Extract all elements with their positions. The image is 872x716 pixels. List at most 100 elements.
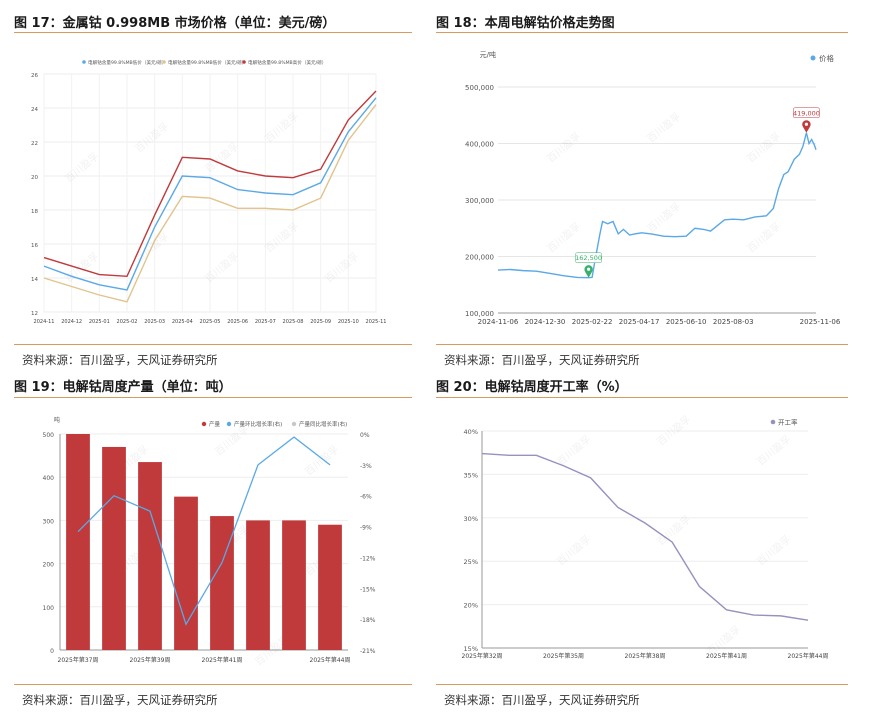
bar [318,524,342,650]
y-tick-label: 40% [464,428,478,436]
bar [174,496,198,650]
x-tick-label: 2025年第37周 [58,656,99,664]
mom-growth-line [77,436,331,626]
y-tick-label: 500 [43,432,55,439]
y-tick-label: 15% [464,645,478,653]
watermark-text: 百川盈孚 [745,220,783,255]
legend-label: 产量环比增长率(右) [234,420,282,428]
legend-marker [162,60,166,64]
x-tick-label: 2024-12-30 [525,318,566,326]
y-tick-label: 35% [464,471,478,479]
watermark-text: 百川盈孚 [133,120,171,155]
series-line-0 [43,97,377,291]
legend-marker [201,421,207,427]
fig17-source-rule [14,344,412,345]
fig18-title: 图 18：本周电解钴价格走势图 [436,16,615,31]
y-tick-label: 20 [31,175,38,181]
legend-marker [242,60,246,64]
x-tick-label: 2024-12 [61,319,82,325]
series-line-2 [43,90,377,278]
annotation-box [793,107,820,119]
x-tick-label: 2025-05 [200,319,221,325]
watermark-text: 百川盈孚 [745,130,783,165]
fig19-title-rule [14,397,412,398]
x-tick-label: 2025-11-06 [800,318,841,326]
annotation-pin [584,265,593,278]
watermark-text: 百川盈孚 [545,130,583,165]
x-tick-label: 2025年第35周 [543,652,584,660]
y-tick-label: 100 [43,605,55,612]
watermark-text: 百川盈孚 [755,433,793,468]
y2-tick-label: 0% [360,432,370,439]
y2-tick-label: -12% [360,555,376,562]
fig18-source-rule [436,344,848,345]
x-tick-label: 2025年第41周 [202,656,243,664]
y-tick-label: 300 [43,518,55,525]
annotation-pin [802,120,811,133]
y2-tick-label: -3% [360,463,372,470]
x-tick-label: 2025年第39周 [130,656,171,664]
x-tick-label: 2025年第32周 [462,652,503,660]
bar [102,446,126,650]
utilization-line [481,452,809,621]
annotation-pin-dot [804,122,809,126]
y-tick-label: 24 [31,107,38,113]
annotation-label: 419,000 [793,109,820,117]
x-tick-label: 2025-02 [117,319,138,325]
legend-label: 电解钴含量99.8%MB低价（美元/磅） [88,59,166,66]
x-tick-label: 2025-02-22 [572,318,613,326]
fig19-source: 资料来源：百川盈孚，天风证券研究所 [22,693,218,707]
y-tick-label: 200,000 [465,254,494,262]
y2-tick-label: -21% [360,648,376,655]
y2-tick-label: -15% [360,586,376,593]
series-line-1 [43,104,377,303]
x-tick-label: 2025-11 [366,319,387,325]
y-tick-label: 18 [31,209,38,215]
price-line [497,132,817,279]
watermark-text: 百川盈孚 [545,220,583,255]
watermark-text: 百川盈孚 [645,200,683,235]
chart-20-weekly-utilization: 15% 20% 25% 30% 35% 40% 2025年第32周 2025年第35周 2025… [462,413,829,660]
legend-label: 产量同比增长率(右) [299,420,347,428]
fig20-source-rule [436,684,848,685]
y-tick-label: 25% [464,558,478,566]
x-tick-label: 2025-10 [338,319,359,325]
bar [138,462,162,650]
y-tick-label: 26 [31,73,38,79]
y-tick-label: 14 [31,277,38,283]
watermark-text: 百川盈孚 [213,423,251,458]
x-tick-label: 2025年第41周 [706,652,747,660]
x-tick-label: 2025-09 [310,319,331,325]
watermark-text: 百川盈孚 [655,513,693,548]
x-tick-label: 2025-03 [144,319,165,325]
y-tick-label: 30% [464,515,478,523]
fig18-source: 资料来源：百川盈孚，天风证券研究所 [444,353,640,367]
fig19-source-rule [14,684,412,685]
x-tick-label: 2025-07 [255,319,276,325]
watermark-text: 百川盈孚 [263,110,301,145]
legend-label: 开工率 [778,418,798,427]
legend-marker [226,421,232,427]
y-unit-label: 吨 [54,416,60,424]
watermark-text: 百川盈孚 [323,250,361,285]
x-tick-label: 2025-01 [89,319,110,325]
annotation-pin-dot [587,267,591,271]
watermark-text: 百川盈孚 [555,433,593,468]
x-tick-label: 2024-11-06 [478,318,519,326]
x-tick-label: 2025年第38周 [625,652,666,660]
fig17-title: 图 17：金属钴 0.998MB 市场价格（单位：美元/磅） [14,16,336,31]
y-tick-label: 20% [464,602,478,610]
x-tick-label: 2025-08-03 [713,318,754,326]
watermark-text: 百川盈孚 [645,110,683,145]
bar [66,434,90,650]
fig18-title-rule [436,32,848,33]
legend-marker [291,421,297,427]
y2-tick-label: -18% [360,617,376,624]
x-tick-label: 2024-11 [34,319,55,325]
x-tick-label: 2025-08 [283,319,304,325]
x-tick-label: 2025-06 [227,319,248,325]
y-tick-label: 16 [31,243,38,249]
bar [210,516,234,650]
y-tick-label: 100,000 [465,310,494,318]
x-tick-label: 2025年第44周 [310,656,351,664]
